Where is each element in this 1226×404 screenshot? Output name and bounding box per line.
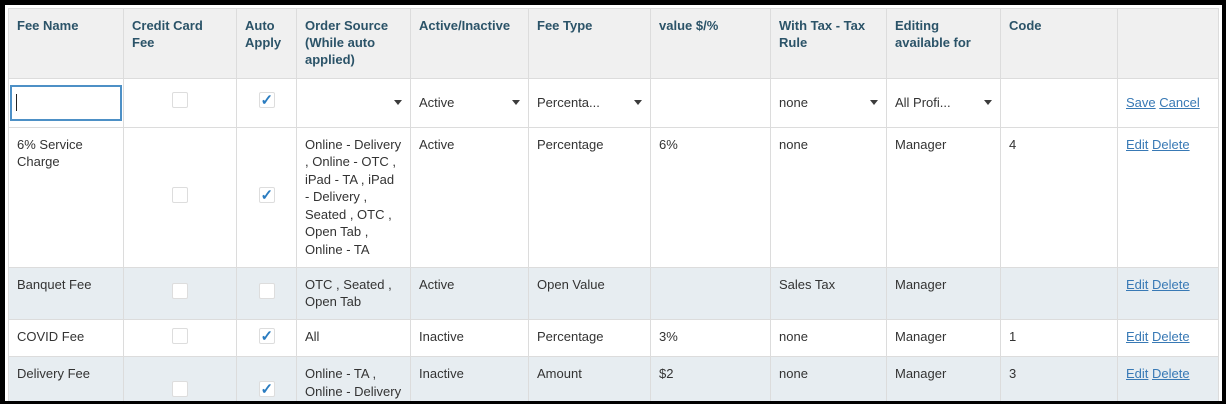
fee-type-cell: Amount — [528, 356, 651, 401]
cancel-link[interactable]: Cancel — [1159, 94, 1200, 110]
fee-name-input[interactable] — [10, 84, 122, 121]
code-cell: 4 — [1000, 126, 1118, 268]
col-header-credit-card-fee: Credit Card Fee — [123, 8, 237, 79]
edit-link[interactable]: Edit — [1126, 366, 1149, 382]
auto-apply-checkbox[interactable] — [258, 282, 275, 299]
delete-link[interactable]: Delete — [1152, 328, 1190, 344]
delete-link[interactable]: Delete — [1152, 276, 1190, 292]
tax-rule-select-value: none — [779, 94, 808, 110]
chevron-down-icon — [984, 100, 992, 106]
code-cell — [1000, 77, 1118, 128]
order-source-select[interactable] — [305, 93, 402, 113]
chevron-down-icon — [512, 100, 520, 106]
col-header-tax-rule: With Tax - Tax Rule — [770, 8, 887, 79]
credit-card-fee-checkbox[interactable] — [172, 92, 188, 109]
col-header-active-inactive: Active/Inactive — [410, 8, 529, 79]
table-row: COVID Fee All Inactive Percentage 3% non… — [8, 318, 1219, 358]
fees-table: Fee Name Credit Card Fee Auto Apply Orde… — [8, 8, 1219, 401]
order-source-cell: Online - Delivery , Online - OTC , iPad … — [296, 126, 411, 268]
value-cell: $2 — [650, 356, 771, 401]
edit-link[interactable]: Edit — [1126, 328, 1149, 344]
editing-available-cell: Manager — [886, 356, 1001, 401]
fee-type-cell: Open Value — [528, 266, 651, 320]
value-cell — [650, 77, 771, 128]
code-cell: 3 — [1000, 356, 1118, 401]
editing-available-cell: Manager — [886, 318, 1001, 358]
header-row: Fee Name Credit Card Fee Auto Apply Orde… — [8, 8, 1219, 79]
fee-name-cell: 6% Service Charge — [8, 126, 124, 268]
col-header-auto-apply: Auto Apply — [236, 8, 297, 79]
fee-name-cell: Delivery Fee — [8, 356, 124, 401]
tax-rule-cell: none — [770, 356, 887, 401]
col-header-fee-type: Fee Type — [528, 8, 651, 79]
status-cell: Inactive — [410, 318, 529, 358]
code-cell: 1 — [1000, 318, 1118, 358]
editing-available-select[interactable]: All Profi... — [895, 93, 992, 113]
value-cell: 6% — [650, 126, 771, 268]
table-row: Banquet Fee OTC , Seated , Open Tab Acti… — [8, 266, 1219, 320]
tax-rule-cell: none — [770, 318, 887, 358]
auto-apply-checkbox[interactable] — [258, 186, 275, 206]
status-cell: Active — [410, 126, 529, 268]
auto-apply-checkbox[interactable] — [258, 91, 275, 112]
credit-card-fee-checkbox[interactable] — [172, 186, 188, 203]
col-header-code: Code — [1000, 8, 1118, 79]
editing-available-cell: Manager — [886, 126, 1001, 268]
order-source-cell: All — [296, 318, 411, 358]
fee-name-cell: COVID Fee — [8, 318, 124, 358]
active-inactive-select[interactable]: Active — [419, 93, 520, 113]
chevron-down-icon — [634, 100, 642, 106]
credit-card-fee-checkbox[interactable] — [172, 381, 188, 398]
chevron-down-icon — [394, 100, 402, 106]
edit-link[interactable]: Edit — [1126, 136, 1149, 152]
delete-link[interactable]: Delete — [1152, 136, 1190, 152]
text-caret — [16, 94, 17, 112]
status-cell: Inactive — [410, 356, 529, 401]
fee-type-cell: Percentage — [528, 318, 651, 358]
table-row: 6% Service Charge Online - Delivery , On… — [8, 126, 1219, 268]
fee-type-cell: Percentage — [528, 126, 651, 268]
order-source-cell: OTC , Seated , Open Tab — [296, 266, 411, 320]
delete-link[interactable]: Delete — [1152, 366, 1190, 382]
col-header-value: value $/% — [650, 8, 771, 79]
tax-rule-cell: Sales Tax — [770, 266, 887, 320]
table-row: Delivery Fee Online - TA , Online - Deli… — [8, 356, 1219, 401]
fee-type-select[interactable]: Percenta... — [537, 93, 642, 113]
new-fee-edit-row: Active Percenta... none — [8, 77, 1219, 128]
order-source-cell: Online - TA , Online - Delivery , Online… — [296, 356, 411, 401]
code-cell — [1000, 266, 1118, 320]
value-cell: 3% — [650, 318, 771, 358]
col-header-fee-name: Fee Name — [8, 8, 124, 79]
col-header-editing-available: Editing available for — [886, 8, 1001, 79]
fees-table-panel: Fee Name Credit Card Fee Auto Apply Orde… — [5, 5, 1222, 401]
fee-name-cell: Banquet Fee — [8, 266, 124, 320]
auto-apply-checkbox[interactable] — [258, 380, 275, 400]
credit-card-fee-checkbox[interactable] — [172, 282, 188, 299]
chevron-down-icon — [870, 100, 878, 106]
active-inactive-select-value: Active — [419, 94, 455, 110]
save-link[interactable]: Save — [1126, 94, 1156, 110]
value-cell — [650, 266, 771, 320]
tax-rule-cell: none — [770, 126, 887, 268]
status-cell: Active — [410, 266, 529, 320]
fee-type-select-value: Percenta... — [537, 94, 600, 110]
editing-available-select-value: All Profi... — [895, 94, 951, 110]
credit-card-fee-checkbox[interactable] — [172, 327, 188, 344]
col-header-order-source: Order Source (While auto applied) — [296, 8, 411, 79]
col-header-actions — [1117, 8, 1219, 79]
tax-rule-select[interactable]: none — [779, 93, 878, 113]
edit-link[interactable]: Edit — [1126, 276, 1149, 292]
auto-apply-checkbox[interactable] — [258, 327, 275, 347]
editing-available-cell: Manager — [886, 266, 1001, 320]
